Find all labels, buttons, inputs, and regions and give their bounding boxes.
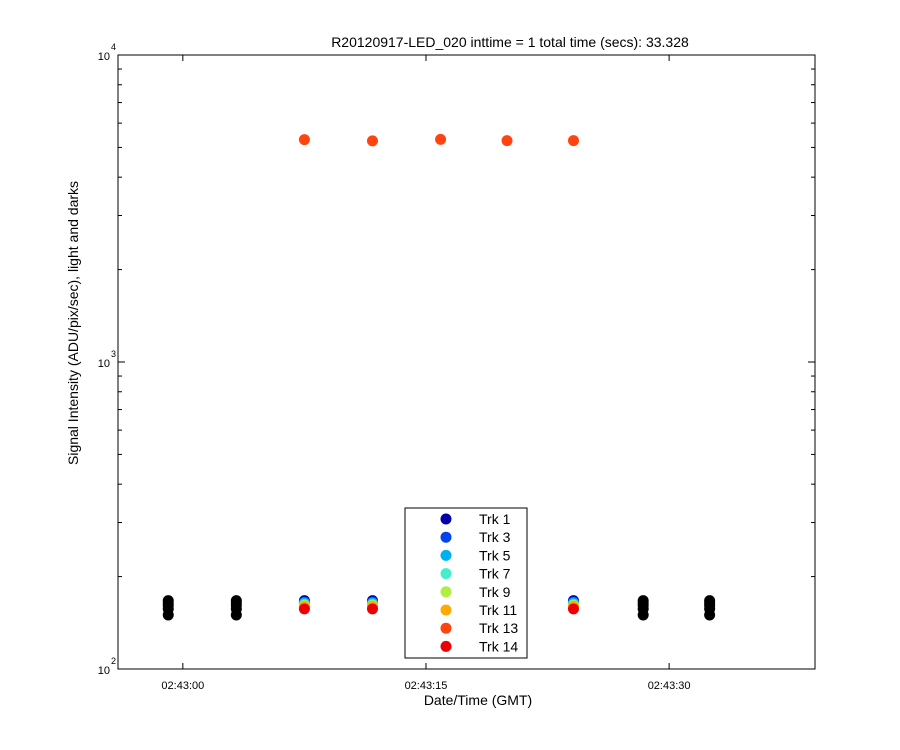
legend-box	[404, 507, 528, 659]
legend-label-trk-14: Trk 14	[479, 638, 518, 654]
x-tick-label: 02:43:00	[161, 680, 204, 692]
legend-marker-trk-3	[440, 531, 452, 543]
point-trk-14	[298, 603, 310, 615]
legend-marker-trk-1	[440, 513, 452, 525]
y-tick-exponent: 3	[111, 349, 116, 359]
legend-marker-trk-13	[440, 622, 452, 634]
legend: Trk 1 Trk 3 Trk 5 Trk 7 Trk 9 Trk 11 Trk 13 Trk…	[404, 507, 528, 659]
x-tick-label: 02:43:15	[405, 680, 448, 692]
legend-marker-trk-7	[440, 568, 452, 580]
point-trk-13	[501, 135, 513, 147]
legend-marker-trk-9	[440, 586, 452, 598]
point-trk-14	[567, 603, 579, 615]
legend-label-trk-5: Trk 5	[479, 547, 511, 563]
point-dark	[162, 609, 174, 621]
y-axis-label: Signal Intensity (ADU/pix/sec), light an…	[65, 181, 81, 465]
legend-label-trk-13: Trk 13	[479, 620, 518, 636]
legend-marker-trk-14	[440, 640, 452, 652]
data-points	[162, 133, 716, 621]
point-dark	[704, 609, 716, 621]
y-tick-label: 10	[98, 51, 110, 63]
point-trk-13	[435, 133, 447, 145]
point-trk-14	[366, 603, 378, 615]
legend-label-trk-11: Trk 11	[479, 602, 517, 618]
legend-label-trk-1: Trk 1	[479, 511, 511, 527]
legend-marker-trk-5	[440, 549, 452, 561]
x-axis-label: Date/Time (GMT)	[424, 692, 532, 708]
legend-label-trk-7: Trk 7	[479, 566, 511, 582]
y-tick-exponent: 4	[111, 42, 116, 52]
legend-marker-trk-11	[440, 604, 452, 616]
point-dark	[230, 609, 242, 621]
point-trk-13	[567, 135, 579, 147]
point-trk-13	[366, 135, 378, 147]
point-trk-13	[298, 134, 310, 146]
y-tick-label: 10	[98, 665, 110, 677]
legend-label-trk-9: Trk 9	[479, 584, 511, 600]
point-dark	[637, 609, 649, 621]
x-tick-label: 02:43:30	[648, 680, 691, 692]
y-tick-exponent: 2	[111, 656, 116, 666]
legend-label-trk-3: Trk 3	[479, 529, 511, 545]
chart-title: R20120917-LED_020 inttime = 1 total time…	[331, 34, 689, 50]
y-tick-label: 10	[98, 358, 110, 370]
